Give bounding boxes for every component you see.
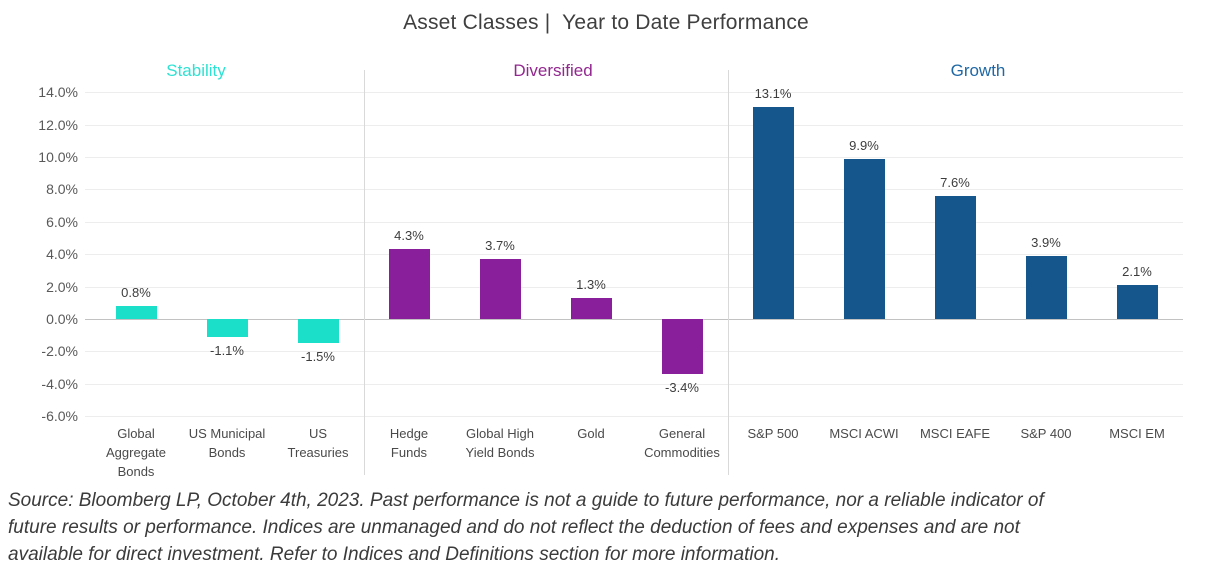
y-axis-tick-label: 10.0% <box>38 149 78 165</box>
source-disclaimer-text: Source: Bloomberg LP, October 4th, 2023.… <box>8 490 1044 565</box>
gridline <box>85 92 1183 94</box>
gridline <box>85 124 1183 126</box>
bar <box>570 297 612 319</box>
bar-value-label: 7.6% <box>940 174 970 190</box>
bar-value-label: -1.1% <box>210 342 244 358</box>
bar <box>934 195 976 319</box>
group-label-diversified: Diversified <box>513 61 593 80</box>
bar-value-label: 1.3% <box>576 276 606 292</box>
gridline <box>85 157 1183 158</box>
bar-value-label: -3.4% <box>665 380 699 396</box>
category-axis-label: Hedge Funds <box>389 426 429 460</box>
y-axis-tick-label: 14.0% <box>38 84 78 101</box>
bar-value-label: 3.7% <box>485 238 515 254</box>
gridline <box>85 221 1183 223</box>
gridline <box>85 254 1183 256</box>
y-axis-tick-label: -6.0% <box>41 408 78 425</box>
category-axis-label: MSCI EAFE <box>919 426 991 441</box>
gridline <box>85 383 1183 385</box>
bar-value-label: 3.9% <box>1031 234 1061 250</box>
bar <box>115 306 157 319</box>
category-axis-label: MSCI EM <box>1109 426 1165 441</box>
bar <box>206 319 248 337</box>
bar-value-label: 13.1% <box>754 85 792 101</box>
bar <box>843 158 885 319</box>
group-divider <box>727 70 729 475</box>
group-divider <box>363 70 365 475</box>
bar <box>479 259 521 319</box>
category-axis-label: S&P 500 <box>747 426 799 441</box>
bar <box>1025 255 1067 319</box>
y-axis-tick-label: 12.0% <box>38 116 78 133</box>
gridline <box>85 189 1183 191</box>
category-axis-label: Global High Yield Bonds <box>465 426 535 460</box>
group-label-stability: Stability <box>166 61 226 80</box>
y-axis-tick-label: 4.0% <box>46 246 78 263</box>
category-axis-label: S&P 400 <box>1020 426 1072 441</box>
y-axis-tick-label: -2.0% <box>41 343 78 360</box>
y-axis-tick-label: 2.0% <box>46 278 78 295</box>
y-axis-tick-label: 0.0% <box>46 311 78 327</box>
category-axis-label: US Municipal Bonds <box>188 426 266 460</box>
y-axis-tick-label: 6.0% <box>46 213 78 230</box>
bar <box>297 319 339 344</box>
y-axis-tick-label: -4.0% <box>41 375 78 392</box>
bar-value-label: 2.1% <box>1122 263 1152 279</box>
bar-value-label: -1.5% <box>301 349 335 365</box>
category-axis-label: General Commodities <box>644 426 720 460</box>
group-label-growth: Growth <box>950 61 1006 80</box>
category-axis-label: Global Aggregate Bonds <box>106 426 166 479</box>
bar <box>752 106 794 319</box>
bar-value-label: 0.8% <box>121 285 151 301</box>
bar-value-label: 9.9% <box>849 137 879 153</box>
gridline <box>85 351 1183 353</box>
zero-gridline <box>85 319 1183 320</box>
gridline <box>85 416 1183 418</box>
chart-title: Asset Classes | Year to Date Performance <box>403 11 809 34</box>
gridline <box>85 286 1183 288</box>
category-axis-label: Gold <box>577 426 605 441</box>
bar-value-label: 4.3% <box>394 228 424 244</box>
bar <box>661 319 703 375</box>
category-axis-label: MSCI ACWI <box>829 426 899 441</box>
category-axis-label: US Treasuries <box>287 426 349 460</box>
bar <box>1116 284 1158 319</box>
bar <box>388 249 430 319</box>
y-axis-tick-label: 8.0% <box>46 181 78 198</box>
